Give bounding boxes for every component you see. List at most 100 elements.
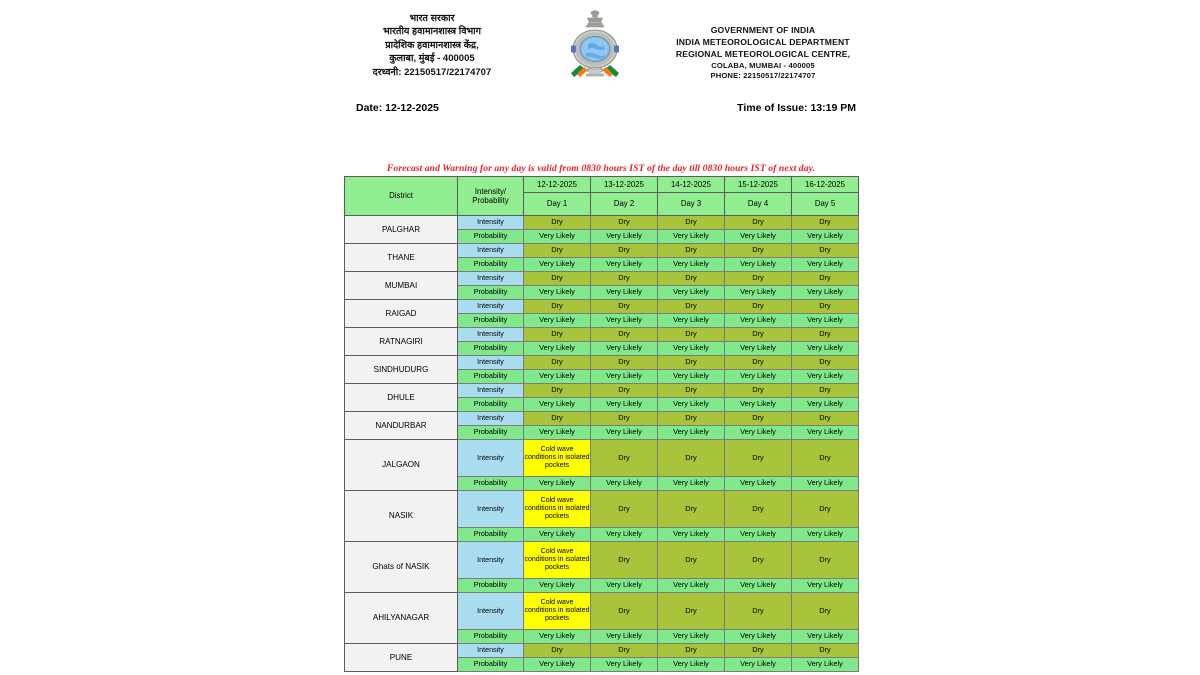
table-row: Probability Very Likely Very Likely Very Li… (345, 629, 859, 644)
header-type-line1: Intensity/ (474, 186, 507, 196)
district-name-cell: NANDURBAR (344, 411, 458, 440)
probability-value-cell: Very Likely (523, 657, 591, 672)
english-line-4: COLABA, MUMBAI - 400005 (711, 60, 815, 70)
probability-label-cell: Probability (457, 476, 524, 491)
probability-value-cell: Very Likely (523, 425, 591, 440)
probability-value-cell: Very Likely (657, 578, 725, 593)
table-row: RATNAGIRI Intensity Dry Dry Dry Dry Dry (344, 327, 859, 356)
english-line-2: INDIA METEOROLOGICAL DEPARTMENT (676, 37, 850, 48)
probability-value-cell: Very Likely (791, 425, 859, 440)
probability-value-cell: Very Likely (657, 629, 725, 644)
probability-value-cell: Very Likely (590, 285, 658, 300)
intensity-value-cell: Dry (791, 541, 859, 579)
probability-value-cell: Very Likely (791, 629, 859, 644)
table-row: AHILYANAGAR Intensity Cold wave conditions… (344, 592, 859, 644)
intensity-value-cell: Dry (724, 215, 792, 230)
probability-value-cell: Very Likely (523, 257, 591, 272)
district-name-cell: MUMBAI (344, 271, 458, 300)
table-row: DHULE Intensity Dry Dry Dry Dry Dry (344, 383, 859, 412)
intensity-label-cell: Intensity (457, 490, 524, 528)
hindi-line-3: प्रादेशिक हवामानशास्त्र केंद्र, (385, 39, 479, 51)
intensity-value-cell: Dry (657, 490, 725, 528)
district-name-cell: DHULE (344, 383, 458, 412)
intensity-value-cell: Dry (724, 299, 792, 314)
probability-value-cell: Very Likely (523, 476, 591, 491)
probability-value-cell: Very Likely (791, 657, 859, 672)
probability-value-cell: Very Likely (657, 341, 725, 356)
probability-value-cell: Very Likely (657, 397, 725, 412)
validity-notice: Forecast and Warning for any day is vali… (386, 163, 816, 174)
forecast-table-body: PALGHAR Intensity Dry Dry Dry Dry Dry Probabili… (344, 215, 859, 672)
table-row: Probability Very Likely Very Likely Very Li… (345, 578, 859, 593)
intensity-value-cell: Dry (657, 643, 725, 658)
header-intensity-probability: Intensity/ Probability (457, 176, 524, 216)
probability-value-cell: Very Likely (657, 425, 725, 440)
letterhead-hindi-block: भारत सरकार भारतीय हवामानशास्त्र विभाग प्… (317, 8, 547, 79)
probability-value-cell: Very Likely (590, 527, 658, 542)
forecast-table-head: District Intensity/ Probability 12-12-20… (344, 176, 859, 216)
intensity-value-cell: Dry (791, 243, 859, 258)
letterhead: भारत सरकार भारतीय हवामानशास्त्र विभाग प्… (0, 8, 1200, 84)
table-row: Probability Very Likely Very Likely Very Li… (345, 657, 859, 672)
intensity-value-cell: Dry (724, 439, 792, 477)
probability-value-cell: Very Likely (724, 369, 792, 384)
intensity-value-cell: Dry (523, 243, 591, 258)
intensity-value-cell: Dry (724, 541, 792, 579)
intensity-value-cell: Dry (523, 327, 591, 342)
table-row: MUMBAI Intensity Dry Dry Dry Dry Dry (344, 271, 859, 300)
header-day-4: Day 4 (724, 192, 792, 216)
intensity-value-cell: Dry (791, 490, 859, 528)
district-name-cell: PUNE (344, 643, 458, 672)
probability-value-cell: Very Likely (523, 341, 591, 356)
forecast-table: District Intensity/ Probability 12-12-20… (344, 176, 859, 672)
intensity-value-cell: Dry (791, 271, 859, 286)
probability-value-cell: Very Likely (724, 257, 792, 272)
intensity-coldwave-cell: Cold wave conditions in isolated pockets (523, 541, 591, 579)
table-row: Ghats of NASIK Intensity Cold wave conditi… (344, 541, 859, 593)
probability-value-cell: Very Likely (523, 578, 591, 593)
intensity-value-cell: Dry (523, 355, 591, 370)
intensity-label-cell: Intensity (457, 243, 524, 258)
probability-value-cell: Very Likely (791, 257, 859, 272)
probability-value-cell: Very Likely (590, 578, 658, 593)
forecast-table-container: District Intensity/ Probability 12-12-20… (344, 176, 859, 672)
district-name-cell: JALGAON (344, 439, 458, 491)
probability-value-cell: Very Likely (590, 397, 658, 412)
table-row: RAIGAD Intensity Dry Dry Dry Dry Dry (344, 299, 859, 328)
table-row: PALGHAR Intensity Dry Dry Dry Dry Dry (344, 215, 859, 244)
probability-value-cell: Very Likely (657, 527, 725, 542)
header-date-3: 14-12-2025 (657, 176, 725, 193)
intensity-value-cell: Dry (590, 490, 658, 528)
english-line-5: PHONE: 22150517/22174707 (710, 71, 816, 81)
probability-value-cell: Very Likely (724, 578, 792, 593)
probability-value-cell: Very Likely (590, 425, 658, 440)
intensity-coldwave-cell: Cold wave conditions in isolated pockets (523, 490, 591, 528)
intensity-value-cell: Dry (724, 355, 792, 370)
intensity-value-cell: Dry (590, 541, 658, 579)
header-day-1: Day 1 (523, 192, 591, 216)
probability-value-cell: Very Likely (657, 313, 725, 328)
intensity-value-cell: Dry (791, 411, 859, 426)
probability-value-cell: Very Likely (523, 369, 591, 384)
intensity-value-cell: Dry (791, 643, 859, 658)
intensity-value-cell: Dry (657, 355, 725, 370)
probability-value-cell: Very Likely (523, 397, 591, 412)
english-line-1: GOVERNMENT OF INDIA (710, 25, 816, 35)
intensity-value-cell: Dry (523, 299, 591, 314)
probability-label-cell: Probability (457, 629, 524, 644)
probability-value-cell: Very Likely (724, 657, 792, 672)
probability-value-cell: Very Likely (724, 629, 792, 644)
district-name-cell: RATNAGIRI (344, 327, 458, 356)
intensity-value-cell: Dry (657, 541, 725, 579)
probability-value-cell: Very Likely (657, 285, 725, 300)
intensity-value-cell: Dry (523, 643, 591, 658)
probability-label-cell: Probability (457, 657, 524, 672)
probability-value-cell: Very Likely (590, 369, 658, 384)
probability-value-cell: Very Likely (791, 578, 859, 593)
intensity-value-cell: Dry (791, 355, 859, 370)
intensity-value-cell: Dry (590, 355, 658, 370)
header-type-line2: Probability (472, 196, 509, 205)
intensity-coldwave-cell: Cold wave conditions in isolated pockets (523, 439, 591, 477)
imd-logo (547, 8, 643, 84)
probability-label-cell: Probability (457, 425, 524, 440)
